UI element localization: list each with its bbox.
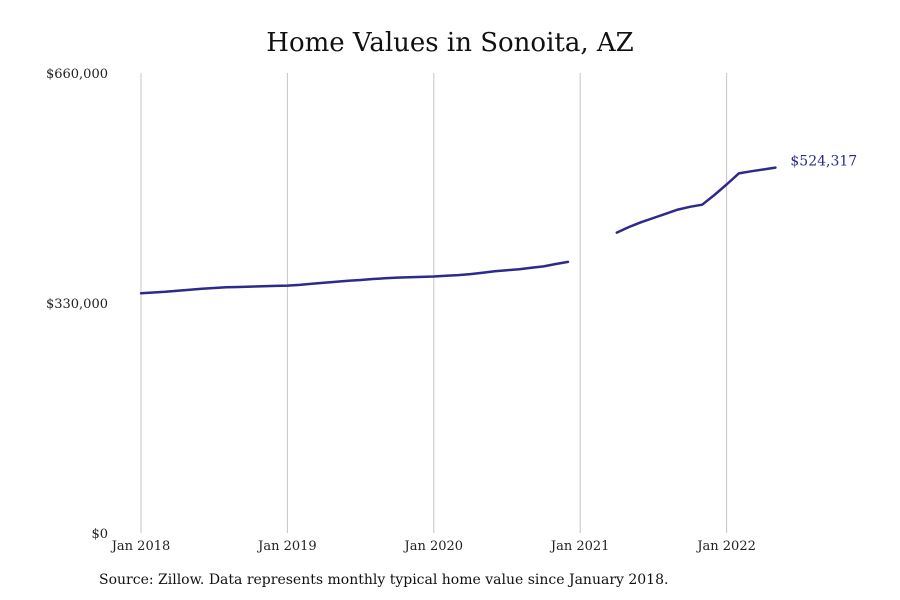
gridlines [140, 73, 728, 533]
x-tick-label: Jan 2019 [256, 539, 317, 554]
y-tick-label: $0 [91, 527, 108, 542]
x-tick-label: Jan 2022 [695, 539, 756, 554]
source-note: Source: Zillow. Data represents monthly … [99, 572, 669, 588]
x-tick-label: Jan 2020 [403, 539, 464, 554]
x-axis-tick-labels: Jan 2018 Jan 2019 Jan 2020 Jan 2021 Jan 2022 [110, 539, 756, 554]
x-tick-label: Jan 2018 [110, 539, 171, 554]
series-lines [139, 166, 777, 295]
y-tick-label: $330,000 [46, 297, 108, 312]
chart-title: Home Values in Sonoita, AZ [266, 28, 634, 58]
y-axis-tick-labels: $0 $330,000 $660,000 [46, 67, 108, 542]
series-line [615, 166, 777, 234]
end-value-label: $524,317 [790, 154, 857, 170]
data-labels: $524,317 [790, 154, 857, 170]
x-tick-label: Jan 2021 [549, 539, 610, 554]
y-tick-label: $660,000 [46, 67, 108, 82]
series-line [139, 260, 570, 295]
